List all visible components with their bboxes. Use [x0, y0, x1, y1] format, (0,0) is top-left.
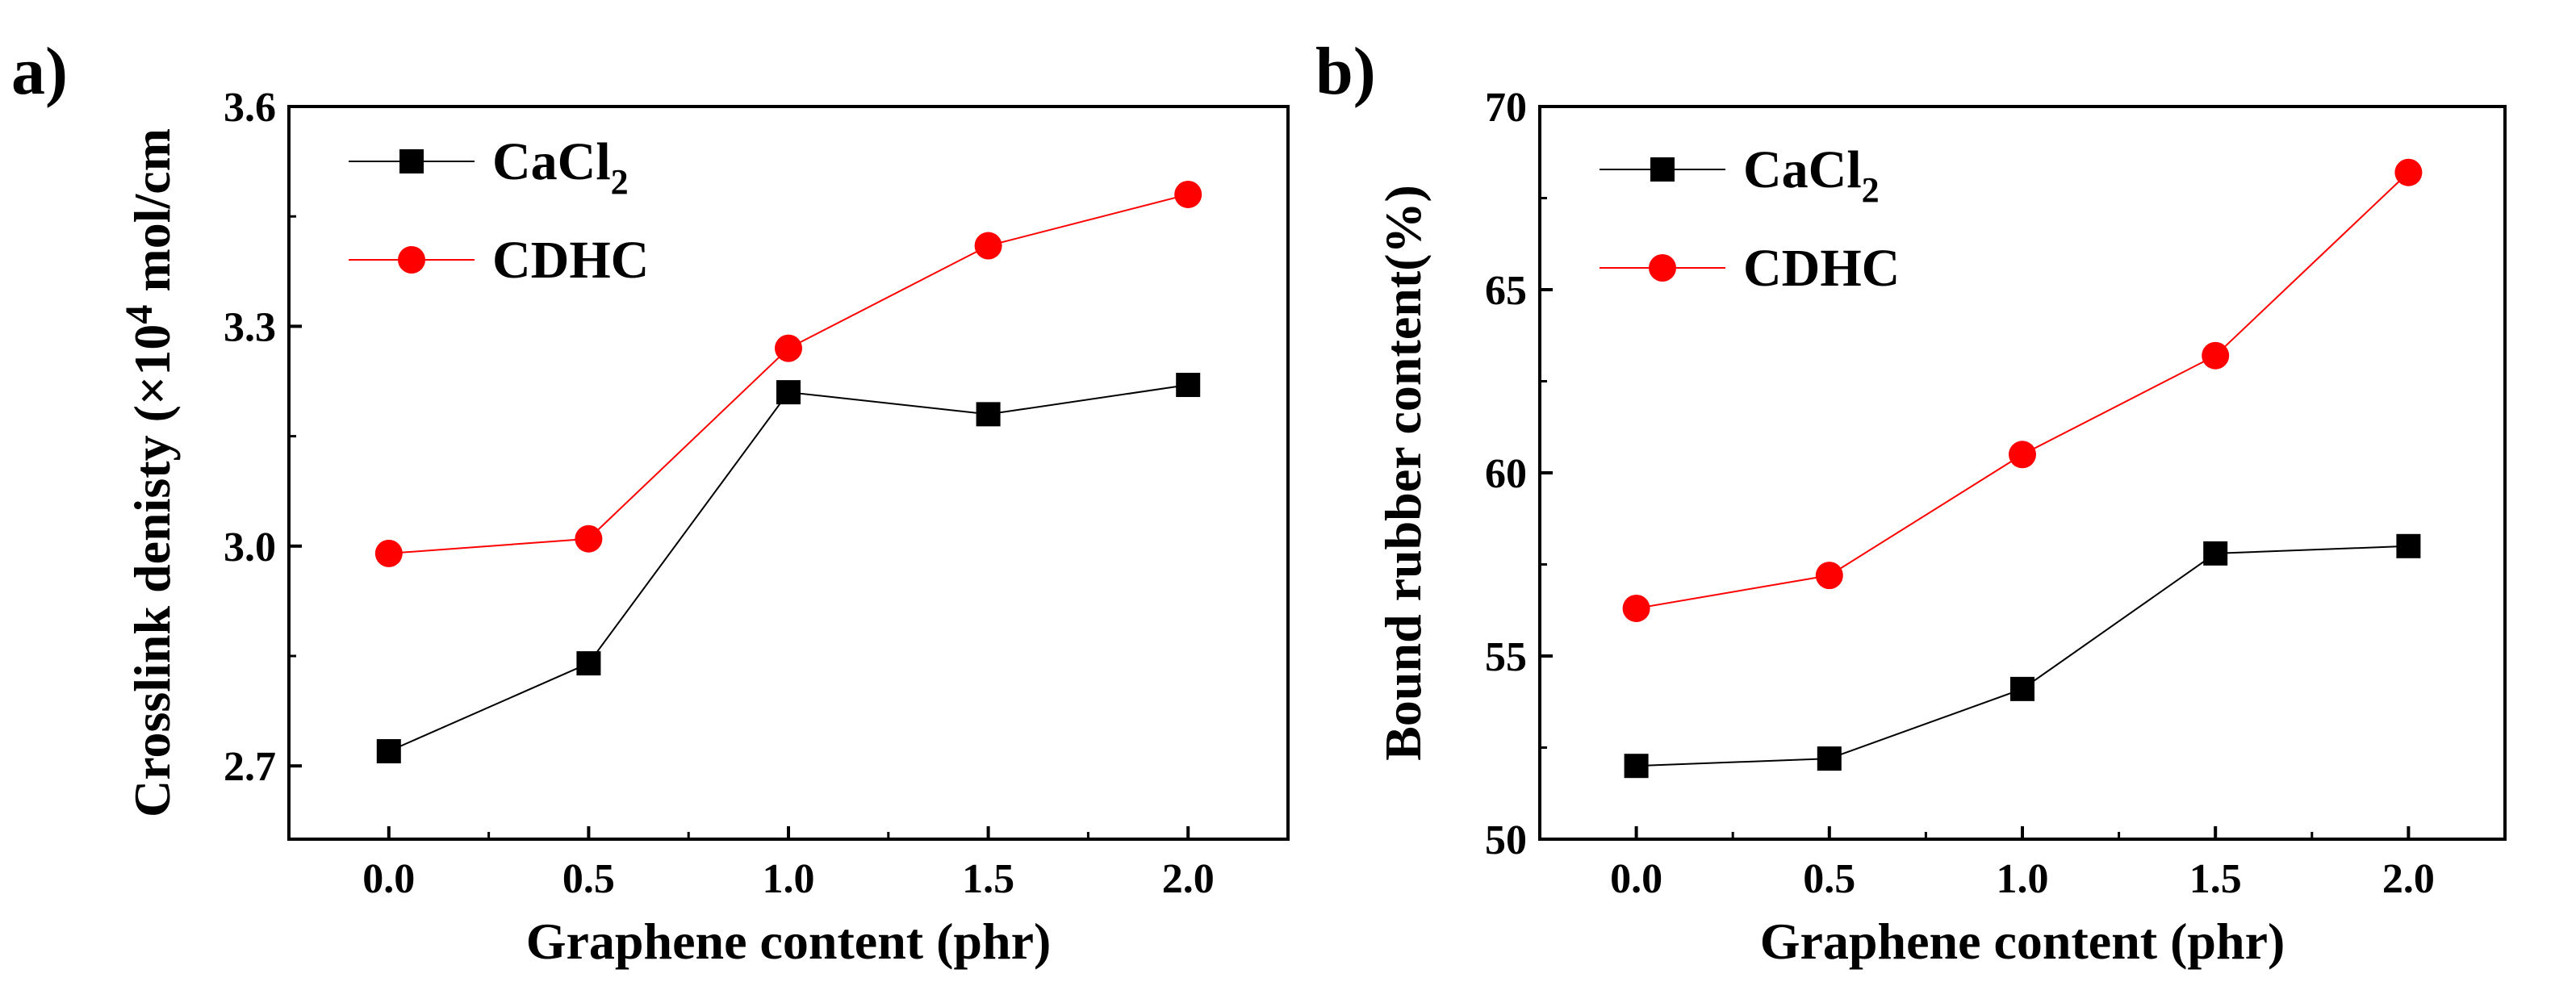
legend-marker: [1650, 157, 1675, 182]
data-point: [575, 524, 603, 553]
y-tick-label: 3.0: [224, 524, 276, 570]
series-line: [1636, 545, 2409, 767]
data-point: [1174, 180, 1202, 208]
data-point: [2203, 541, 2228, 566]
data-point: [1622, 594, 1650, 622]
legend-marker: [1649, 254, 1676, 282]
x-tick-label: 1.0: [1997, 856, 2049, 902]
x-tick-label: 1.5: [962, 856, 1014, 902]
data-point: [2202, 341, 2230, 370]
data-point: [376, 739, 401, 764]
legend-label: CaCl2: [1743, 140, 1880, 210]
y-tick-label: 50: [1485, 817, 1527, 863]
legend-label: CDHC: [1743, 239, 1900, 298]
series-cdhc: [374, 180, 1202, 567]
data-point: [2396, 533, 2421, 558]
data-point: [1815, 562, 1843, 590]
panel-label: b): [1315, 34, 1376, 109]
legend-entry-cacl: CaCl2: [1600, 140, 1880, 210]
x-tick-label: 1.0: [763, 856, 815, 902]
data-point: [2009, 441, 2036, 469]
data-point: [1817, 746, 1842, 771]
x-tick-label: 2.0: [1162, 856, 1215, 902]
plot-frame: [1538, 105, 2507, 841]
series-line: [1636, 171, 2410, 609]
y-tick-label: 2.7: [224, 744, 276, 790]
legend-label: CaCl2: [492, 132, 629, 202]
chart-panel-a: a) 0.0 0.5 1.0 1.5 2.0 2.7 3.0 3.3 3.6 Graphene co…: [11, 34, 1290, 970]
legend-marker: [398, 246, 425, 274]
data-point: [2010, 676, 2034, 701]
x-tick-label: 2.0: [2382, 856, 2435, 902]
data-point: [1624, 754, 1649, 779]
x-tick-label: 0.5: [562, 856, 615, 902]
data-point: [576, 651, 601, 676]
x-axis-title: Graphene content (phr): [1760, 913, 2285, 970]
data-point: [776, 380, 801, 405]
data-point: [976, 402, 1001, 427]
x-tick-label: 0.0: [362, 856, 415, 902]
y-tick-label: 70: [1485, 85, 1527, 131]
chart-panel-b: b) 0.0 0.5 1.0 1.5 2.0 50 55 60 65 70 Graphene cont…: [1315, 34, 2507, 970]
y-axis-title: Bound rubber content(%): [1374, 185, 1432, 761]
data-point: [1176, 373, 1201, 398]
series-line: [388, 384, 1189, 752]
panel-label: a): [11, 34, 68, 109]
y-tick-label: 3.6: [224, 85, 276, 131]
x-axis-title: Graphene content (phr): [526, 913, 1052, 970]
y-tick-label: 60: [1485, 451, 1527, 497]
series-cacl: [1624, 533, 2421, 779]
x-tick-label: 0.0: [1610, 856, 1662, 902]
series-cdhc: [1622, 158, 2423, 622]
legend-entry-cdhc: CDHC: [1600, 239, 1900, 298]
y-tick-label: 55: [1485, 634, 1527, 680]
data-point: [374, 539, 403, 567]
y-tick-label: 65: [1485, 268, 1527, 314]
y-axis-title: Crosslink denisty (×104 mol/cm: [118, 128, 181, 817]
x-tick-label: 1.5: [2189, 856, 2242, 902]
legend-entry-cdhc: CDHC: [349, 231, 649, 290]
series-cacl: [376, 373, 1201, 764]
data-point: [2394, 158, 2423, 186]
legend-label: CDHC: [492, 231, 649, 290]
y-tick-label: 3.3: [224, 304, 276, 350]
data-point: [974, 232, 1002, 260]
legend-entry-cacl: CaCl2: [349, 132, 629, 202]
x-tick-label: 0.5: [1803, 856, 1855, 902]
data-point: [775, 334, 802, 362]
legend-marker: [399, 149, 424, 173]
